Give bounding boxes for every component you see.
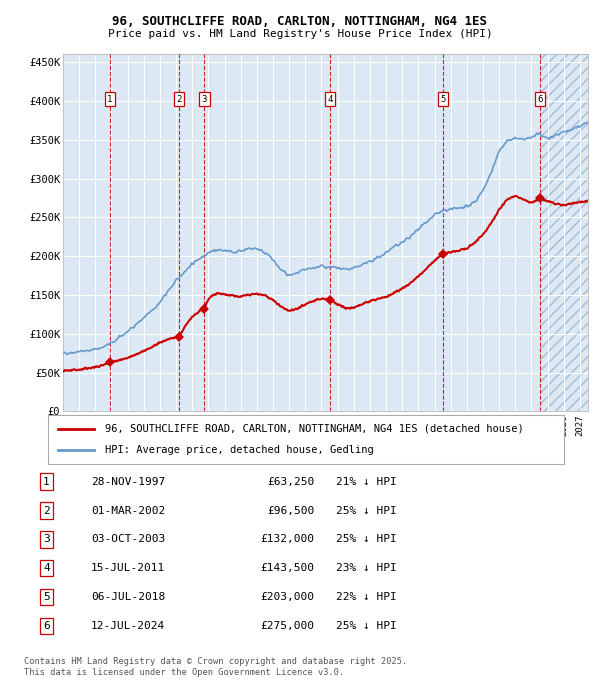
Text: 1: 1	[107, 95, 113, 104]
Text: 25% ↓ HPI: 25% ↓ HPI	[337, 534, 397, 545]
Text: 03-OCT-2003: 03-OCT-2003	[91, 534, 165, 545]
Text: 4: 4	[43, 563, 50, 573]
Text: 5: 5	[440, 95, 445, 104]
Text: 3: 3	[43, 534, 50, 545]
Text: 6: 6	[43, 621, 50, 631]
Text: 23% ↓ HPI: 23% ↓ HPI	[337, 563, 397, 573]
Text: 96, SOUTHCLIFFE ROAD, CARLTON, NOTTINGHAM, NG4 1ES: 96, SOUTHCLIFFE ROAD, CARLTON, NOTTINGHA…	[113, 15, 487, 28]
Text: 3: 3	[202, 95, 207, 104]
Text: 06-JUL-2018: 06-JUL-2018	[91, 592, 165, 602]
Text: 96, SOUTHCLIFFE ROAD, CARLTON, NOTTINGHAM, NG4 1ES (detached house): 96, SOUTHCLIFFE ROAD, CARLTON, NOTTINGHA…	[105, 424, 524, 434]
Text: HPI: Average price, detached house, Gedling: HPI: Average price, detached house, Gedl…	[105, 445, 374, 455]
Text: 4: 4	[328, 95, 333, 104]
Text: Contains HM Land Registry data © Crown copyright and database right 2025.
This d: Contains HM Land Registry data © Crown c…	[24, 657, 407, 677]
Text: 5: 5	[43, 592, 50, 602]
Text: £275,000: £275,000	[260, 621, 314, 631]
Text: 6: 6	[538, 95, 543, 104]
Text: 2: 2	[43, 505, 50, 515]
Text: £203,000: £203,000	[260, 592, 314, 602]
Text: 28-NOV-1997: 28-NOV-1997	[91, 477, 165, 487]
Text: 15-JUL-2011: 15-JUL-2011	[91, 563, 165, 573]
Text: 25% ↓ HPI: 25% ↓ HPI	[337, 621, 397, 631]
Text: 12-JUL-2024: 12-JUL-2024	[91, 621, 165, 631]
Text: 22% ↓ HPI: 22% ↓ HPI	[337, 592, 397, 602]
Text: 2: 2	[176, 95, 182, 104]
Text: £143,500: £143,500	[260, 563, 314, 573]
Text: £63,250: £63,250	[267, 477, 314, 487]
Text: £132,000: £132,000	[260, 534, 314, 545]
Text: 21% ↓ HPI: 21% ↓ HPI	[337, 477, 397, 487]
Text: Price paid vs. HM Land Registry's House Price Index (HPI): Price paid vs. HM Land Registry's House …	[107, 29, 493, 39]
Text: 1: 1	[43, 477, 50, 487]
Text: £96,500: £96,500	[267, 505, 314, 515]
Text: 01-MAR-2002: 01-MAR-2002	[91, 505, 165, 515]
Text: 25% ↓ HPI: 25% ↓ HPI	[337, 505, 397, 515]
